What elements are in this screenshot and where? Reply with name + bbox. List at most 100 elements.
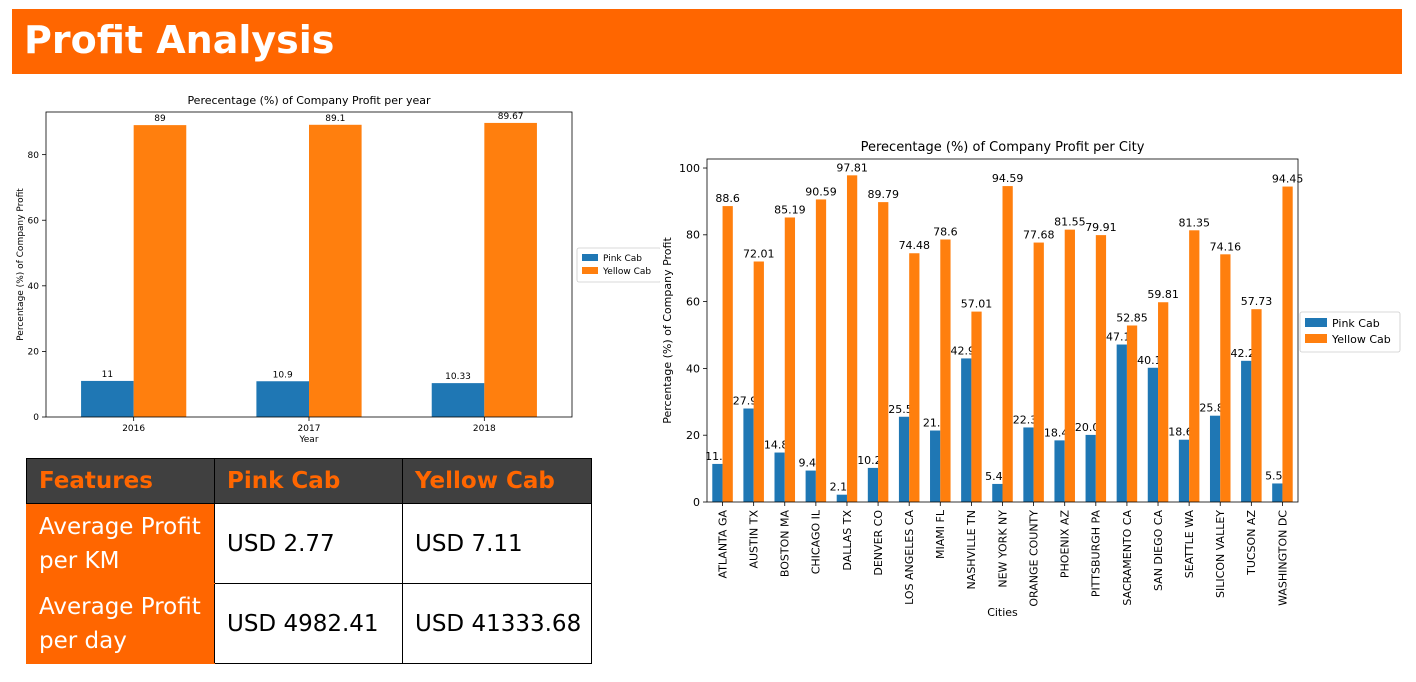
x-tick-label: BOSTON MA — [779, 510, 792, 578]
x-tick-label: 2018 — [473, 424, 496, 434]
pink-cab-bar — [1116, 344, 1127, 502]
plot-frame — [45, 111, 573, 418]
x-axis-label: Cities — [987, 606, 1018, 619]
profit-per-city-chart: Perecentage (%) of Company Profit per Ci… — [661, 140, 1401, 619]
pink-cab-data-label: 11 — [102, 370, 113, 380]
header-yellow-cab: Yellow Cab — [402, 458, 592, 504]
yellow-cab-data-label: 89 — [154, 114, 166, 124]
x-tick-label: MIAMI FL — [934, 509, 947, 559]
yellow-cab-data-label: 74.48 — [899, 239, 931, 252]
table-row: Average Profit per day USD 4982.41 USD 4… — [26, 583, 592, 664]
y-tick-label: 60 — [686, 295, 700, 308]
chart-title: Perecentage (%) of Company Profit per Ci… — [861, 140, 1145, 155]
pink-cab-bar — [1054, 440, 1065, 502]
yellow-cab-data-label: 78.6 — [933, 225, 958, 238]
x-tick-label: ATLANTA GA — [716, 510, 729, 579]
pink-cab-legend-swatch — [1305, 318, 1327, 327]
yellow-cab-bar — [753, 261, 764, 502]
x-tick-label: 2017 — [298, 424, 321, 434]
x-tick-label: 2016 — [122, 424, 145, 434]
y-tick-label: 40 — [686, 362, 700, 375]
x-tick-label: SAN DIEGO CA — [1152, 510, 1165, 591]
x-tick-label: SILICON VALLEY — [1214, 510, 1227, 598]
x-tick-label: SACRAMENTO CA — [1121, 510, 1134, 606]
pink-cab-legend-swatch — [582, 254, 598, 261]
yellow-profit-per-day: USD 41333.68 — [402, 583, 592, 664]
yellow-cab-bar — [909, 253, 920, 502]
profit-per-year-chart: Perecentage (%) of Company Profit per ye… — [16, 94, 660, 445]
x-tick-label: LOS ANGELES CA — [903, 510, 916, 605]
yellow-cab-bar — [1064, 229, 1075, 502]
page-title: Profit Analysis — [24, 18, 335, 62]
yellow-cab-data-label: 81.55 — [1054, 216, 1086, 229]
yellow-cab-data-label: 94.59 — [992, 172, 1024, 185]
y-tick-label: 0 — [693, 496, 700, 509]
yellow-cab-bar — [784, 217, 796, 502]
yellow-cab-data-label: 74.16 — [1210, 240, 1242, 253]
pink-cab-bar — [1178, 439, 1190, 502]
yellow-cab-bar — [484, 122, 537, 418]
pink-cab-bar — [1272, 483, 1283, 502]
yellow-cab-bar — [133, 125, 187, 417]
yellow-cab-data-label: 81.35 — [1179, 216, 1211, 229]
yellow-cab-data-label: 59.81 — [1147, 288, 1179, 301]
pink-cab-bar — [81, 380, 134, 417]
y-tick-label: 20 — [28, 348, 40, 358]
y-axis-label: Percentage (%) of Company Profit — [661, 237, 674, 424]
yellow-cab-data-label: 77.68 — [1023, 229, 1055, 242]
yellow-cab-bar — [1002, 186, 1013, 502]
x-tick-label: CHICAGO IL — [810, 509, 823, 574]
plot-frame — [706, 158, 1299, 503]
pink-cab-bar — [1085, 434, 1096, 502]
yellow-cab-data-label: 89.79 — [867, 188, 899, 201]
y-tick-label: 20 — [686, 429, 700, 442]
yellow-cab-data-label: 57.73 — [1241, 295, 1273, 308]
title-banner: Profit Analysis — [12, 9, 1402, 74]
x-tick-label: PHOENIX AZ — [1059, 510, 1072, 579]
pink-cab-bar — [256, 381, 309, 417]
legend-label: Yellow Cab — [602, 267, 651, 277]
feature-profit-per-km: Average Profit per KM — [26, 503, 215, 584]
chart-title: Perecentage (%) of Company Profit per ye… — [187, 94, 431, 107]
x-tick-label: ORANGE COUNTY — [1027, 510, 1040, 607]
pink-profit-per-day: USD 4982.41 — [214, 583, 403, 664]
feature-profit-per-day: Average Profit per day — [26, 583, 215, 664]
y-tick-label: 60 — [28, 216, 40, 226]
pink-cab-bar — [1147, 367, 1159, 502]
table-row: Average Profit per KM USD 2.77 USD 7.11 — [26, 503, 592, 584]
yellow-cab-bar — [1251, 309, 1262, 502]
x-axis-label: Year — [298, 435, 318, 445]
pink-cab-data-label: 10.9 — [273, 370, 293, 380]
x-tick-label: DALLAS TX — [841, 510, 854, 571]
y-tick-label: 40 — [28, 282, 40, 292]
x-tick-label: NEW YORK NY — [996, 510, 1009, 588]
y-tick-label: 80 — [28, 151, 40, 161]
x-tick-label: DENVER CO — [872, 510, 885, 576]
yellow-cab-bar — [846, 175, 858, 503]
yellow-cab-bar — [1095, 235, 1107, 502]
yellow-cab-bar — [1282, 186, 1293, 502]
yellow-cab-legend-swatch — [582, 267, 598, 274]
yellow-cab-bar — [1033, 242, 1044, 502]
yellow-cab-legend-swatch — [1305, 334, 1327, 343]
pink-cab-data-label: 10.33 — [445, 372, 471, 382]
header-pink-cab: Pink Cab — [214, 458, 403, 504]
y-axis-label: Percentage (%) of Company Profit — [16, 188, 26, 341]
yellow-cab-bar — [309, 124, 362, 418]
yellow-cab-data-label: 79.91 — [1085, 221, 1117, 234]
yellow-cab-bar — [815, 199, 827, 502]
pink-cab-bar — [431, 383, 485, 417]
header-features: Features — [26, 458, 215, 504]
legend-label: Pink Cab — [603, 254, 642, 264]
yellow-cab-data-label: 57.01 — [961, 298, 993, 311]
pink-cab-bar — [930, 430, 941, 502]
pink-cab-bar — [961, 358, 972, 502]
legend-label: Pink Cab — [1332, 317, 1380, 330]
x-tick-label: PITTSBURGH PA — [1090, 510, 1103, 598]
yellow-cab-data-label: 89.67 — [498, 112, 524, 122]
y-tick-label: 100 — [679, 162, 700, 175]
yellow-cab-bar — [722, 206, 733, 502]
yellow-cab-data-label: 90.59 — [805, 185, 837, 198]
yellow-cab-data-label: 88.6 — [715, 192, 740, 205]
x-tick-label: TUCSON AZ — [1245, 510, 1258, 576]
